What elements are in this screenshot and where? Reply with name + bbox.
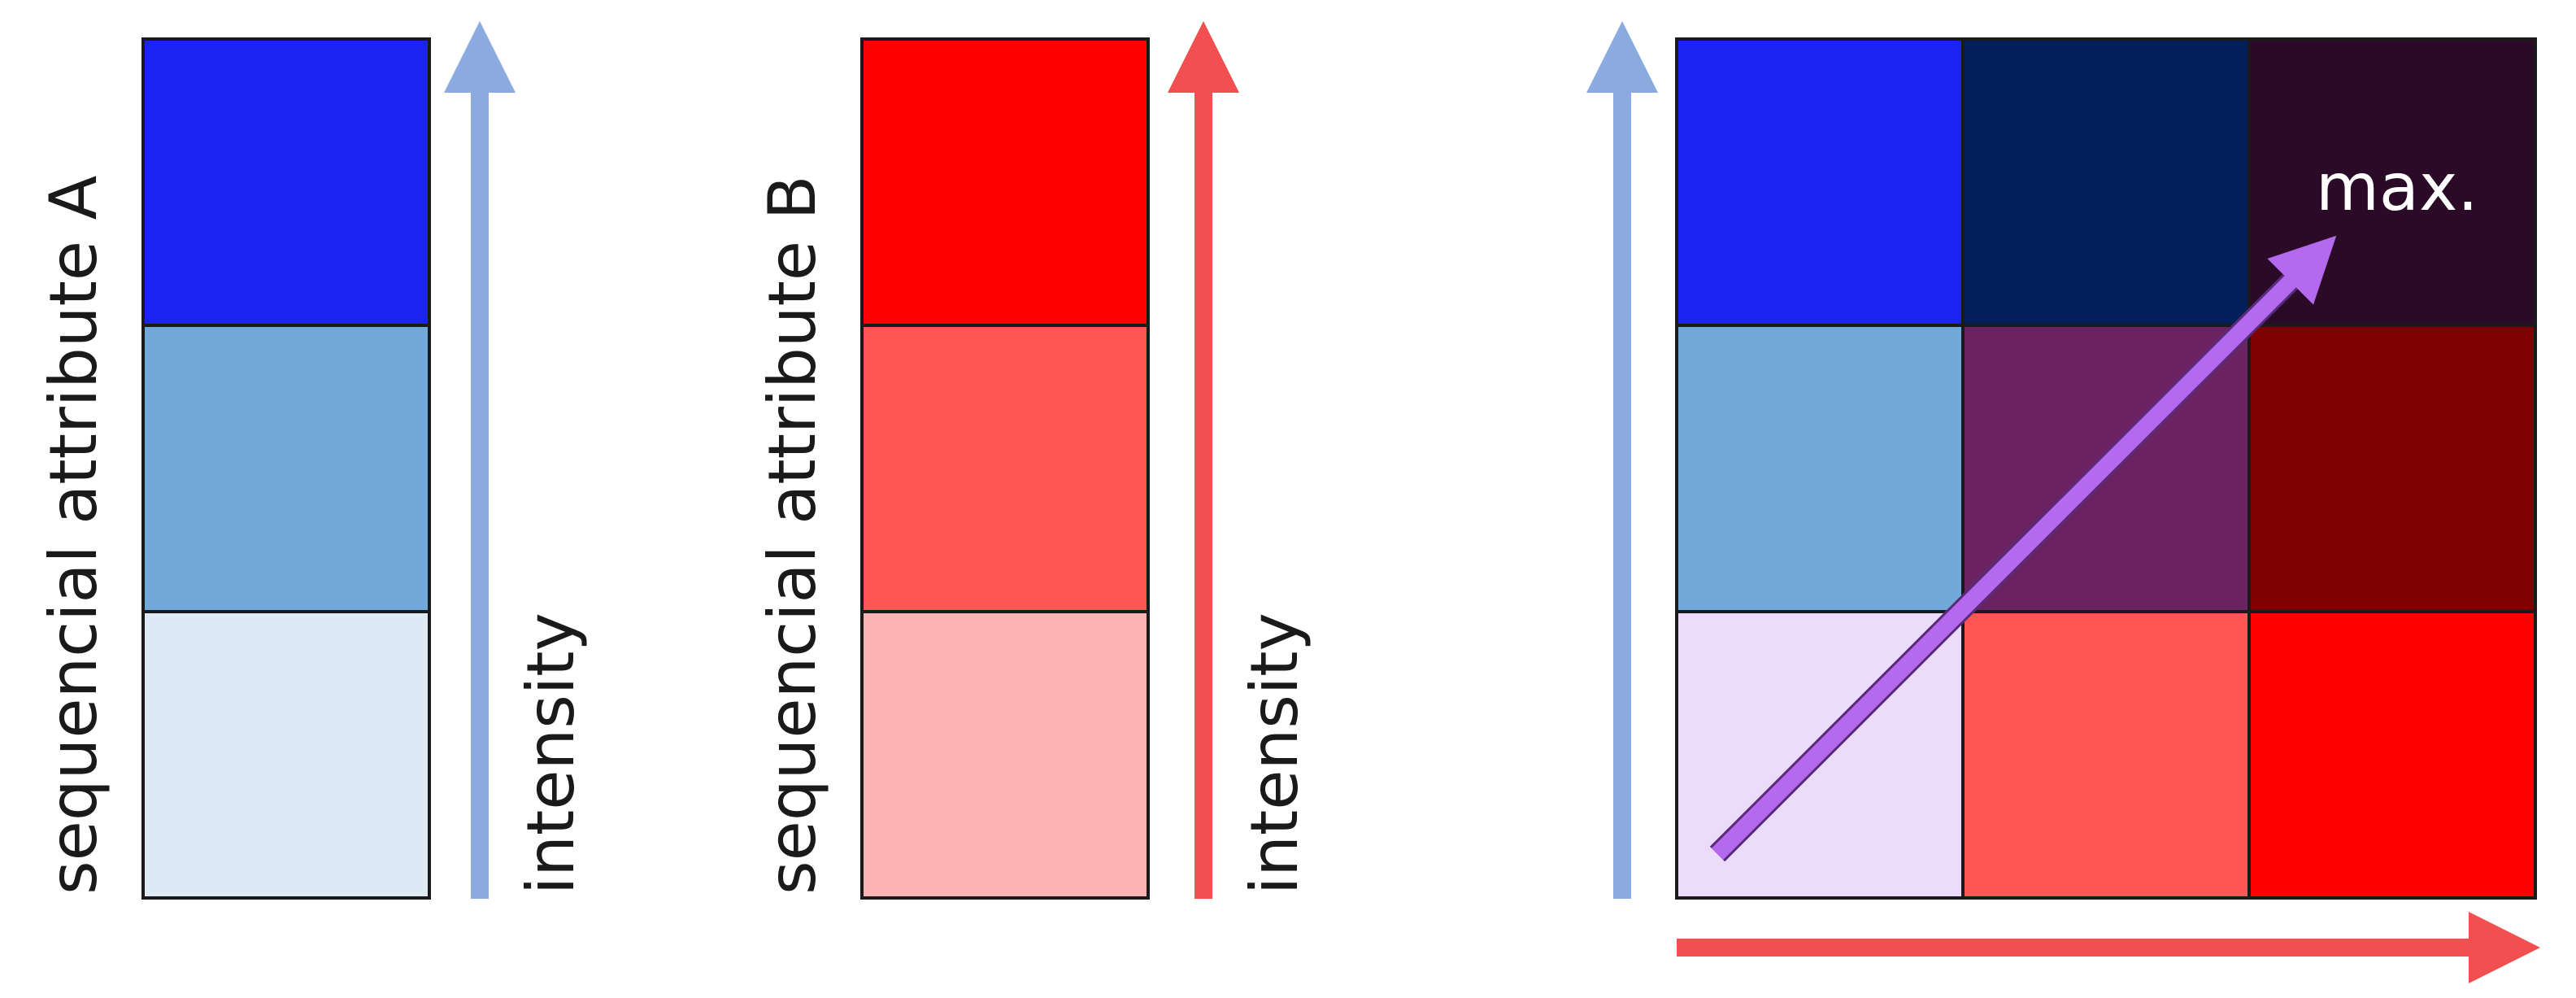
max-label: max. <box>2316 150 2478 225</box>
combined-intensity-arrow <box>1711 235 2337 861</box>
scale-b: sequencial attribute B intensity <box>755 21 1312 900</box>
bivariate-grid: max. <box>1586 21 2540 983</box>
grid-cell <box>2247 610 2537 900</box>
scale-a: sequencial attribute A intensity <box>36 21 589 900</box>
grid-cell <box>1961 37 2251 327</box>
scale-a-swatch-low <box>141 610 431 900</box>
scale-a-swatch-mid <box>141 324 431 613</box>
scale-a-label: sequencial attribute A <box>36 175 111 895</box>
scale-b-swatch-high <box>860 37 1150 327</box>
grid-cell <box>2247 324 2537 613</box>
grid-cell <box>1961 610 2251 900</box>
grid-cell <box>1675 37 1965 327</box>
scale-b-axis-label: intensity <box>1237 612 1312 895</box>
scale-b-swatch-mid <box>860 324 1150 613</box>
scale-b-swatch-low <box>860 610 1150 900</box>
scale-a-swatch-high <box>141 37 431 327</box>
grid-cell <box>1675 324 1965 613</box>
scale-b-label: sequencial attribute B <box>755 176 830 895</box>
scale-a-axis-label: intensity <box>513 612 589 895</box>
